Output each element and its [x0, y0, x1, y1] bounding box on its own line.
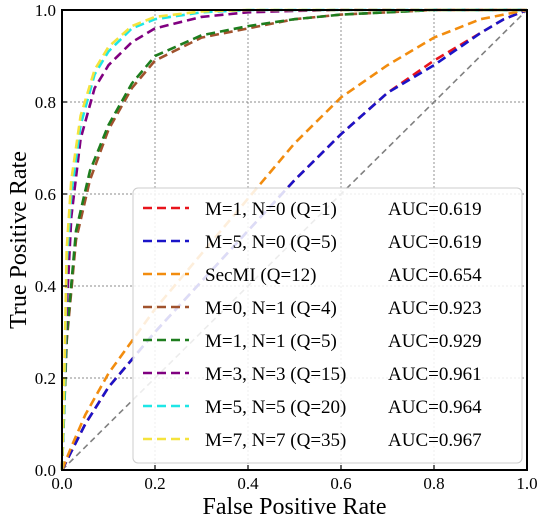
- legend-auc-value: AUC=0.929: [388, 331, 482, 352]
- legend-series-name: M=5, N=5 (Q=20): [205, 397, 346, 418]
- legend-series-name: M=1, N=0 (Q=1): [205, 199, 337, 220]
- roc-curve-series-2: [60, 8, 528, 471]
- legend-auc-value: AUC=0.961: [388, 364, 482, 385]
- roc-curve-series-1: [60, 8, 528, 471]
- y-tick-label: 0.6: [35, 185, 56, 204]
- x-tick-label: 0.0: [51, 474, 72, 493]
- x-tick-label: 0.4: [237, 474, 259, 493]
- x-tick-label: 0.8: [423, 474, 444, 493]
- legend-series-name: M=5, N=0 (Q=5): [205, 232, 337, 253]
- y-tick-label: 0.4: [35, 277, 57, 296]
- y-axis-label: True Positive Rate: [6, 151, 32, 329]
- plot-area-frame: [61, 9, 528, 471]
- legend-auc-value: AUC=0.923: [388, 298, 482, 319]
- legend-series-name: M=3, N=3 (Q=15): [205, 364, 346, 385]
- x-axis-label: False Positive Rate: [203, 494, 387, 520]
- y-tick-label: 1.0: [35, 1, 56, 20]
- y-tick-label: 0.2: [35, 369, 56, 388]
- legend-series-name: M=7, N=7 (Q=35): [205, 430, 346, 451]
- x-tick-label: 1.0: [516, 474, 537, 493]
- legend-auc-value: AUC=0.619: [388, 232, 482, 253]
- legend-series-name: M=1, N=1 (Q=5): [205, 331, 337, 352]
- legend: M=1, N=0 (Q=1) AUC=0.619 M=5, N=0 (Q=5) AUC…: [132, 187, 523, 464]
- y-tick-label: 0.8: [35, 93, 56, 112]
- legend-auc-value: AUC=0.654: [388, 265, 482, 286]
- x-tick-label: 0.6: [330, 474, 351, 493]
- y-tick-label: 0.0: [35, 461, 56, 480]
- roc-curve-series-7: [60, 8, 527, 471]
- legend-auc-value: AUC=0.619: [388, 199, 482, 220]
- x-tick-label: 0.2: [144, 474, 165, 493]
- legend-series-name: M=0, N=1 (Q=4): [205, 298, 337, 319]
- legend-series-name: SecMI (Q=12): [205, 265, 317, 286]
- axis-ticks: 0.0 0.2 0.4 0.6 0.8 1.0 0.0 0.2 0.4 0.6 0.8 1.0: [35, 1, 538, 493]
- chance-reference-line: [61, 9, 528, 471]
- legend-auc-value: AUC=0.967: [388, 430, 482, 451]
- legend-auc-value: AUC=0.964: [388, 397, 482, 418]
- legend-box: [132, 187, 523, 464]
